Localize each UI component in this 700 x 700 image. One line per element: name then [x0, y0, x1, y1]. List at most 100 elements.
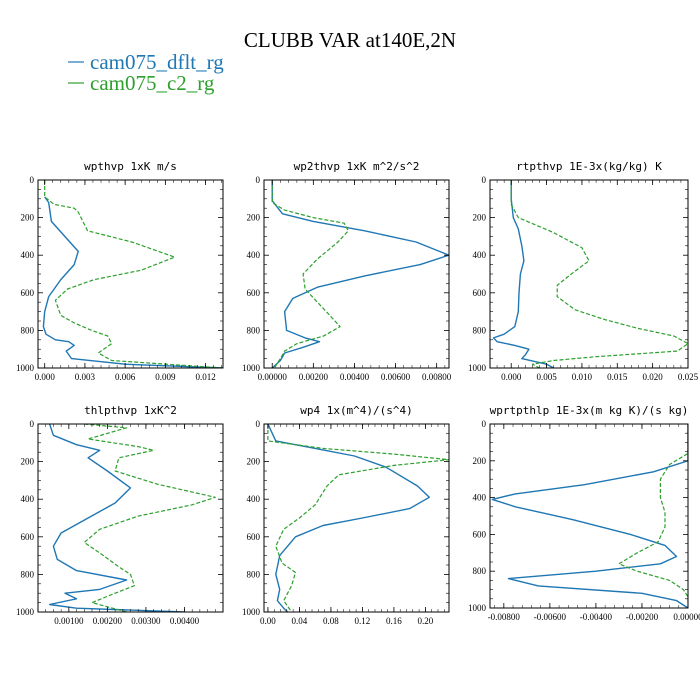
panel-title: wpthvp 1xK m/s [84, 160, 177, 173]
x-tick-label: 0.006 [115, 372, 136, 382]
x-tick-label: -0.00400 [580, 612, 613, 622]
x-tick-label: 0.00 [260, 616, 276, 626]
y-tick-label: 400 [247, 494, 261, 504]
x-tick-label: 0.00600 [381, 372, 411, 382]
series-line-cam075_dflt_rg [271, 180, 449, 368]
y-tick-label: 800 [247, 569, 261, 579]
x-tick-label: 0.005 [536, 372, 557, 382]
y-tick-label: 200 [21, 457, 35, 467]
x-tick-label: 0.16 [386, 616, 402, 626]
y-tick-label: 1000 [242, 363, 261, 373]
panel-3: thlpthvp 1xK^2 0 200 400 600 800 1000 0.00100 0.… [16, 404, 224, 626]
y-tick-label: 0 [256, 419, 261, 429]
x-tick-label: -0.00600 [534, 612, 567, 622]
x-tick-label: 0.00000 [258, 372, 288, 382]
y-tick-label: 200 [21, 213, 35, 223]
panel-title: wprtpthlp 1E-3x(m kg K)/(s kg) [490, 404, 689, 417]
x-tick-label: 0.020 [643, 372, 664, 382]
y-tick-label: 800 [473, 566, 487, 576]
y-tick-label: 800 [473, 325, 487, 335]
series-line-cam075_c2_rg [271, 180, 349, 368]
y-tick-label: 800 [21, 569, 35, 579]
panel-title: wp4 1x(m^4)/(s^4) [300, 404, 413, 417]
y-tick-label: 400 [21, 250, 35, 260]
x-tick-label: 0.12 [355, 616, 371, 626]
panel-title: wp2thvp 1xK m^2/s^2 [294, 160, 420, 173]
y-tick-label: 200 [473, 213, 487, 223]
x-tick-label: 0.04 [292, 616, 308, 626]
y-tick-label: 1000 [468, 603, 487, 613]
y-tick-label: 0 [30, 419, 35, 429]
x-tick-label: 0.08 [323, 616, 339, 626]
y-tick-label: 400 [473, 493, 487, 503]
x-tick-label: 0.025 [678, 372, 699, 382]
x-tick-label: 0.012 [195, 372, 215, 382]
x-tick-label: 0.00800 [422, 372, 452, 382]
x-tick-label: 0.00000 [673, 612, 700, 622]
series-line-cam075_c2_rg [267, 424, 449, 612]
y-tick-label: 200 [247, 457, 261, 467]
panel-frame [489, 423, 689, 609]
series-line-cam075_c2_rg [44, 180, 223, 368]
x-tick-label: 0.003 [75, 372, 96, 382]
series-line-cam075_c2_rg [618, 424, 688, 608]
panel-2: rtpthvp 1E-3x(kg/kg) K 0 200 400 600 800 1000 0… [468, 160, 699, 382]
x-tick-label: 0.010 [572, 372, 593, 382]
x-tick-label: 0.00400 [340, 372, 370, 382]
y-tick-label: 600 [473, 288, 487, 298]
y-tick-label: 0 [482, 419, 487, 429]
y-tick-label: 600 [247, 288, 261, 298]
y-tick-label: 0 [256, 175, 261, 185]
x-tick-label: 0.00100 [54, 616, 84, 626]
y-tick-label: 600 [247, 532, 261, 542]
series-line-cam075_c2_rg [510, 180, 688, 368]
y-tick-label: 200 [247, 213, 261, 223]
y-tick-label: 400 [21, 494, 35, 504]
legend-label-1: cam075_c2_rg [90, 71, 215, 95]
legend: cam075_dflt_rg cam075_c2_rg [68, 50, 224, 95]
series-line-cam075_dflt_rg [42, 196, 223, 368]
y-tick-label: 200 [473, 456, 487, 466]
panel-frame [37, 423, 224, 613]
x-tick-label: 0.000 [501, 372, 522, 382]
x-tick-label: 0.000 [35, 372, 56, 382]
x-tick-label: -0.00800 [488, 612, 521, 622]
y-tick-label: 600 [21, 288, 35, 298]
panel-5: wprtpthlp 1E-3x(m kg K)/(s kg)0 200 400 600… [468, 404, 700, 622]
x-tick-label: 0.00200 [299, 372, 329, 382]
panel-1: wp2thvp 1xK m^2/s^2020040060080010000.00… [242, 160, 452, 382]
series-line-cam075_dflt_rg [48, 424, 185, 612]
series-line-cam075_dflt_rg [491, 424, 688, 608]
x-tick-label: -0.00200 [626, 612, 659, 622]
x-tick-label: 0.00200 [93, 616, 123, 626]
y-tick-label: 400 [473, 250, 487, 260]
y-tick-label: 1000 [468, 363, 487, 373]
panel-title: rtpthvp 1E-3x(kg/kg) K [516, 160, 662, 173]
legend-label-0: cam075_dflt_rg [90, 50, 224, 74]
y-tick-label: 1000 [16, 363, 35, 373]
series-line-cam075_dflt_rg [267, 424, 430, 612]
y-tick-label: 0 [30, 175, 35, 185]
x-tick-label: 0.20 [418, 616, 434, 626]
y-tick-label: 800 [247, 325, 261, 335]
figure-title: CLUBB VAR at140E,2N [244, 28, 456, 52]
series-line-cam075_c2_rg [83, 424, 216, 612]
y-tick-label: 1000 [16, 607, 35, 617]
y-tick-label: 0 [482, 175, 487, 185]
x-tick-label: 0.009 [155, 372, 176, 382]
series-line-cam075_dflt_rg [492, 180, 554, 368]
y-tick-label: 800 [21, 325, 35, 335]
x-tick-label: 0.00300 [131, 616, 161, 626]
y-tick-label: 600 [21, 532, 35, 542]
y-tick-label: 600 [473, 529, 487, 539]
x-tick-label: 0.015 [607, 372, 628, 382]
panel-frame [263, 179, 450, 369]
y-tick-label: 1000 [242, 607, 261, 617]
y-tick-label: 400 [247, 250, 261, 260]
panel-title: thlpthvp 1xK^2 [84, 404, 177, 417]
x-tick-label: 0.00400 [170, 616, 200, 626]
